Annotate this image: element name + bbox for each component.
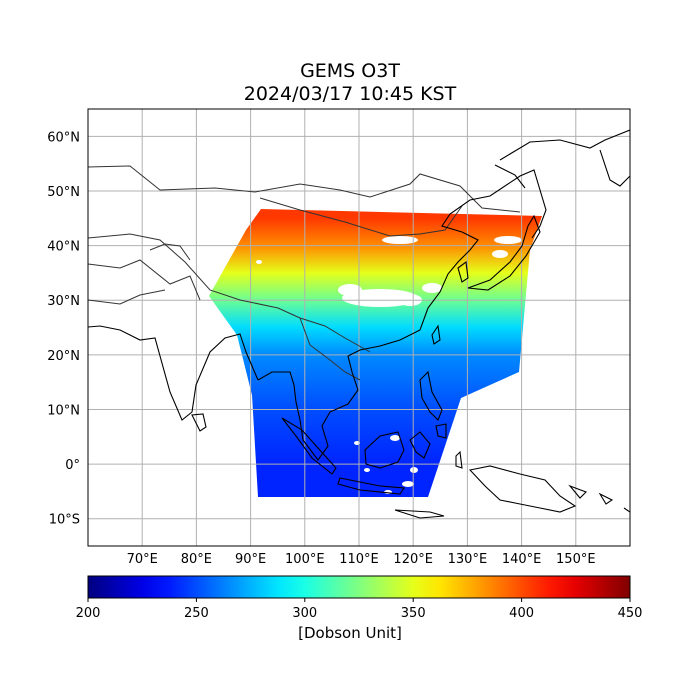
colorbar-tick-label: 200 — [76, 606, 101, 621]
lat-tick-label: 10°S — [49, 513, 80, 528]
colorbar-tick-label: 450 — [618, 606, 643, 621]
map-title: GEMS O3T — [300, 60, 400, 82]
lon-tick-label: 130°E — [448, 552, 488, 567]
colorbar-label: [Dobson Unit] — [298, 624, 402, 642]
map-subtitle: 2024/03/17 10:45 KST — [243, 83, 457, 105]
lon-tick-label: 70°E — [127, 552, 158, 567]
lon-tick-label: 140°E — [502, 552, 542, 567]
lat-tick-label: 30°N — [47, 294, 80, 309]
colorbar-tick-label: 250 — [184, 606, 209, 621]
map-frame — [87, 108, 631, 547]
lat-tick-label: 50°N — [47, 185, 80, 200]
colorbar-tick-label: 300 — [292, 606, 317, 621]
lon-tick-label: 150°E — [556, 552, 596, 567]
country-borders — [88, 165, 521, 381]
lon-tick-label: 120°E — [393, 552, 433, 567]
lat-tick-label: 20°N — [47, 349, 80, 364]
gridlines — [88, 109, 630, 546]
lon-tick-label: 110°E — [339, 552, 379, 567]
missing-data-patches — [256, 236, 522, 494]
lat-tick-label: 40°N — [47, 240, 80, 255]
lat-tick-label: 0° — [65, 458, 80, 473]
swath-group — [88, 109, 630, 546]
lat-tick-label: 10°N — [47, 403, 80, 418]
colorbar-ticks: 200 250 300 350 400 450 — [76, 598, 643, 621]
colorbar — [87, 575, 631, 599]
lat-tick-labels: 10°S 0° 10°N 20°N 30°N 40°N 50°N 60°N — [47, 130, 80, 527]
lon-tick-labels: 70°E 80°E 90°E 100°E 110°E 120°E 130°E 140°E 150… — [127, 552, 596, 567]
colorbar-tick-label: 400 — [509, 606, 534, 621]
lon-tick-label: 80°E — [181, 552, 212, 567]
lon-tick-label: 90°E — [235, 552, 266, 567]
coastlines — [88, 129, 630, 519]
lat-tick-label: 60°N — [47, 130, 80, 145]
colorbar-tick-label: 350 — [401, 606, 426, 621]
lon-tick-label: 100°E — [285, 552, 325, 567]
